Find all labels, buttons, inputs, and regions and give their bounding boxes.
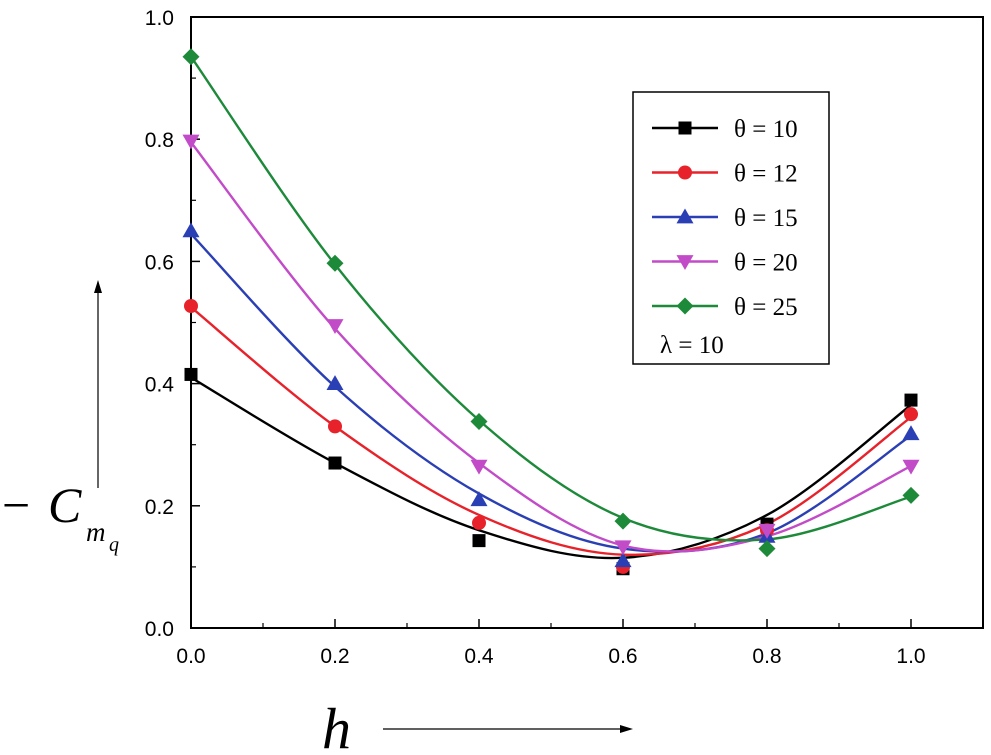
legend-marker	[676, 208, 694, 224]
y-axis-title-minus: −	[2, 477, 30, 533]
data-point	[470, 459, 488, 475]
data-point	[472, 515, 486, 530]
legend-marker	[678, 165, 692, 180]
data-point	[182, 48, 200, 66]
ticks: 0.0 0.2 0.4 0.6 0.8 1.0 0.0 0.2 0.4 0.6 0.8 1.0	[145, 7, 984, 668]
x-tick-label: 0.6	[608, 645, 637, 668]
series-markers	[182, 48, 920, 576]
series-line	[190, 141, 912, 553]
plot-frame	[190, 16, 984, 629]
data-point	[326, 375, 344, 390]
data-point	[326, 319, 344, 335]
axes	[190, 16, 984, 629]
data-point	[902, 459, 920, 475]
y-axis-title: −	[2, 477, 30, 533]
data-point	[182, 222, 200, 238]
legend: θ = 10 θ = 12 θ = 15 θ = 20 θ = 25 λ = 10	[632, 91, 830, 365]
x-tick-label: 0.4	[464, 645, 494, 668]
series-line	[190, 376, 912, 560]
y-axis-title-main: C	[48, 477, 82, 533]
data-point	[182, 134, 200, 150]
series-line	[190, 233, 912, 553]
y-axis-arrow	[94, 280, 102, 488]
data-point	[758, 540, 776, 558]
legend-label: θ = 25	[734, 294, 798, 321]
legend-label: θ = 15	[734, 205, 798, 232]
data-point	[328, 456, 342, 470]
x-axis-arrow	[383, 725, 633, 733]
data-point	[902, 486, 920, 504]
legend-marker	[676, 255, 694, 270]
y-tick-label: 0.2	[145, 496, 174, 519]
series-line	[190, 306, 912, 557]
y-tick-label: 0.6	[145, 251, 174, 274]
data-point	[184, 367, 198, 381]
series-curves	[190, 56, 912, 560]
legend-label: θ = 12	[734, 161, 798, 188]
x-axis-title: h	[322, 696, 351, 755]
data-point	[472, 534, 486, 548]
data-point	[904, 407, 918, 422]
y-tick-label: 0.4	[145, 374, 175, 397]
legend-annotation: λ = 10	[660, 332, 724, 359]
data-point	[326, 254, 344, 272]
data-point	[184, 299, 198, 314]
x-tick-label: 1.0	[896, 645, 925, 668]
y-tick-label: 0.8	[145, 129, 174, 152]
x-tick-label: 0.8	[752, 645, 781, 668]
data-point	[614, 540, 632, 556]
legend-label: θ = 20	[734, 250, 798, 277]
legend-marker	[678, 121, 692, 135]
x-tick-label: 0.0	[176, 645, 205, 668]
legend-label: θ = 10	[734, 116, 798, 143]
legend-marker	[676, 297, 694, 315]
x-tick-label: 0.2	[320, 645, 349, 668]
data-point	[758, 523, 776, 539]
y-axis-title-sub: m	[86, 517, 106, 547]
data-point	[614, 552, 632, 568]
y-tick-label: 1.0	[145, 7, 174, 30]
data-point	[328, 419, 342, 434]
data-point	[470, 491, 488, 507]
data-point	[902, 425, 920, 441]
legend-box	[632, 91, 830, 365]
y-tick-label: 0.0	[145, 618, 174, 641]
y-axis-title-subsub: q	[109, 534, 119, 556]
data-point	[614, 512, 632, 530]
data-point	[904, 393, 918, 407]
data-point	[470, 412, 488, 430]
